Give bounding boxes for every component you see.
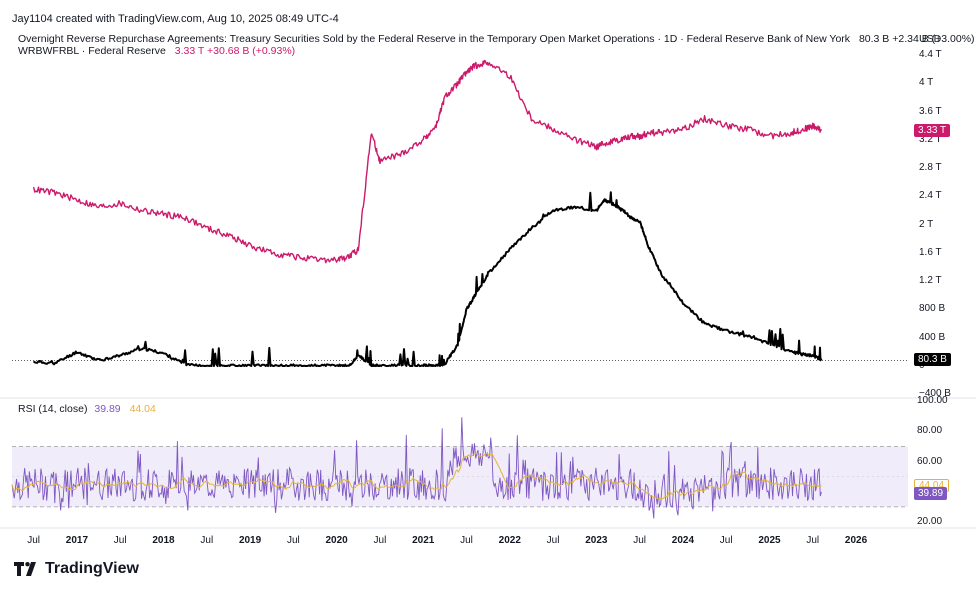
y-tick-label: 2.4 T [919, 190, 942, 202]
x-tick-label: Jul [633, 535, 647, 546]
y-tick-label: 1.2 T [919, 275, 942, 287]
main-series-name: Overnight Reverse Repurchase Agreements:… [18, 33, 851, 45]
x-tick-label: Jul [27, 535, 41, 546]
y-tick-label: 800 B [919, 303, 946, 315]
x-tick-label: 2019 [238, 535, 262, 546]
reserves-series-line [32, 59, 823, 264]
main-series-title: Overnight Reverse Repurchase Agreements:… [18, 33, 975, 45]
x-tick-label: 2018 [152, 535, 175, 546]
main-series-value: 80.3 B +2.34 B (+3.00%) [858, 33, 975, 45]
y-tick-label: 3.2 T [919, 133, 942, 145]
rsi-y-tick-label: 100.00 [917, 395, 948, 406]
rsi-title: RSI (14, close) 39.89 44.04 [18, 403, 156, 415]
rsi-y-tick-label: 80.00 [917, 425, 943, 437]
rsi-line [11, 417, 822, 519]
x-tick-label: Jul [373, 535, 387, 546]
secondary-series-value: 3.33 T +30.68 B (+0.93%) [174, 45, 296, 57]
currency-label[interactable]: USD [919, 33, 942, 45]
x-tick-label: 2021 [412, 535, 435, 546]
x-tick-label: Jul [200, 535, 214, 546]
y-tick-label: 2.8 T [919, 162, 942, 174]
rsi-y-tick-label: 60.00 [917, 455, 943, 467]
x-tick-label: 2026 [844, 535, 868, 546]
rsi-badge: 39.89 [914, 486, 948, 500]
x-tick-label: 2024 [671, 535, 695, 546]
secondary-series-name: WRBWFRBL · Federal Reserve [18, 45, 166, 57]
rrp-series-line [32, 191, 823, 367]
x-tick-label: 2020 [325, 535, 348, 546]
y-tick-label: 400 B [919, 331, 946, 343]
last-value-badge-rrp: 80.3 B [914, 353, 951, 367]
secondary-series-title: WRBWFRBL · Federal Reserve 3.33 T +30.68… [18, 45, 295, 57]
rsi-ma-line [11, 452, 822, 500]
x-tick-label: Jul [719, 535, 733, 546]
x-tick-label: 2025 [758, 535, 781, 546]
x-tick-label: Jul [546, 535, 560, 546]
rsi-label: RSI (14, close) [18, 403, 88, 415]
tradingview-logo-text: TradingView [45, 560, 139, 577]
x-tick-label: Jul [806, 535, 820, 546]
y-tick-label: 3.6 T [919, 105, 942, 117]
x-tick-label: 2017 [65, 535, 89, 546]
x-tick-label: 2022 [498, 535, 521, 546]
created-by-text: Jay1104 created with TradingView.com, Au… [12, 13, 339, 25]
tradingview-logo[interactable]: TradingView [14, 560, 139, 578]
x-tick-label: Jul [286, 535, 300, 546]
x-tick-label: 2023 [585, 535, 608, 546]
y-tick-label: 4.4 T [919, 49, 942, 60]
tradingview-logo-icon [14, 562, 36, 576]
y-tick-label: 2 T [919, 218, 934, 230]
y-tick-label: −400 B [919, 388, 951, 400]
x-tick-label: Jul [113, 535, 127, 546]
y-tick-label: 1.6 T [919, 246, 942, 258]
rsi-value: 39.89 [94, 403, 121, 415]
x-tick-label: Jul [460, 535, 473, 546]
y-tick-label: 4 T [919, 77, 934, 89]
last-value-badge-reserves: 3.33 T [914, 123, 951, 137]
rsi-ma-value: 44.04 [129, 403, 156, 415]
rsi-y-tick-label: 20.00 [917, 516, 943, 527]
